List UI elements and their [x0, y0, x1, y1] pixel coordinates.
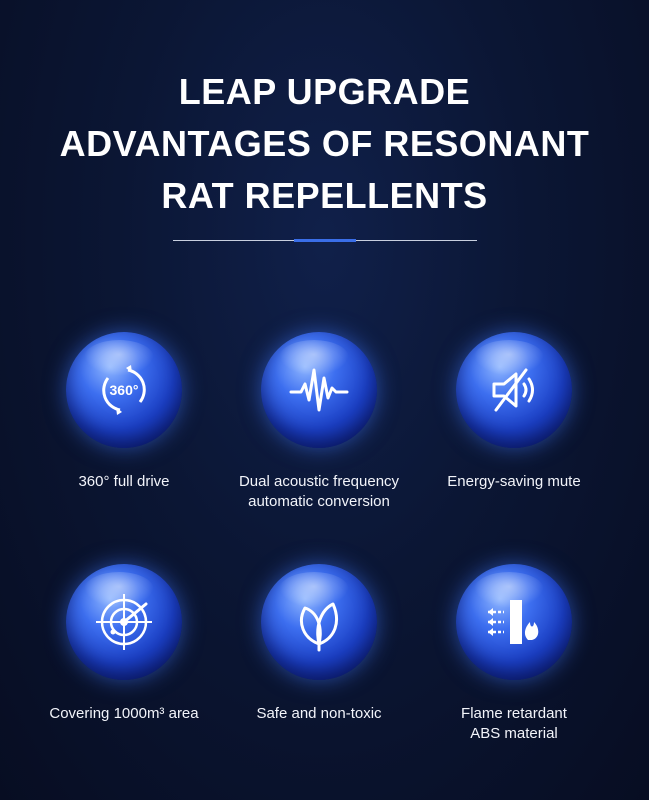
leaf-icon	[300, 602, 338, 652]
feature-label-line: automatic conversion	[248, 493, 390, 510]
feature-orb: 360°	[66, 332, 182, 448]
feature-label-line: ABS material	[470, 725, 558, 742]
feature-label: Dual acoustic frequency automatic conver…	[211, 472, 427, 512]
title-divider-accent	[294, 239, 356, 242]
feature-label-line: Dual acoustic frequency	[238, 473, 400, 490]
feature-energy-saving-mute: Energy-saving mute	[406, 332, 622, 492]
feature-orb	[261, 332, 377, 448]
feature-label-line: Covering 1000m³ area	[49, 705, 199, 722]
feature-360-drive: 360° 360° full drive	[16, 332, 232, 492]
feature-label: Energy-saving mute	[406, 472, 622, 492]
feature-dual-frequency: Dual acoustic frequency automatic conver…	[211, 332, 427, 512]
feature-orb	[66, 564, 182, 680]
feature-orb	[261, 564, 377, 680]
feature-label-line: Safe and non-toxic	[256, 705, 382, 722]
sound-wave-icon	[289, 368, 349, 412]
radar-icon	[96, 594, 152, 650]
feature-label: 360° full drive	[16, 472, 232, 492]
title-line: LEAP UPGRADE	[178, 71, 471, 112]
rotate-360-text: 360°	[110, 382, 139, 398]
feature-coverage-area: Covering 1000m³ area	[16, 564, 232, 724]
feature-safe-non-toxic: Safe and non-toxic	[211, 564, 427, 724]
feature-label: Flame retardant ABS material	[406, 704, 622, 744]
feature-flame-retardant: Flame retardant ABS material	[406, 564, 622, 744]
feature-label-line: Energy-saving mute	[447, 473, 581, 490]
title-line: RAT REPELLENTS	[161, 175, 488, 216]
feature-label-line: 360° full drive	[78, 473, 170, 490]
feature-orb	[456, 332, 572, 448]
page-title: LEAP UPGRADE ADVANTAGES OF RESONANT RAT …	[0, 66, 649, 222]
feature-orb	[456, 564, 572, 680]
feature-label-line: Flame retardant	[461, 705, 567, 722]
title-line: ADVANTAGES OF RESONANT	[59, 123, 590, 164]
rotate-360-icon: 360°	[102, 365, 146, 415]
feature-label: Safe and non-toxic	[211, 704, 427, 724]
mute-speaker-icon	[492, 368, 534, 412]
feature-label: Covering 1000m³ area	[16, 704, 232, 724]
flame-retardant-icon	[488, 600, 539, 644]
